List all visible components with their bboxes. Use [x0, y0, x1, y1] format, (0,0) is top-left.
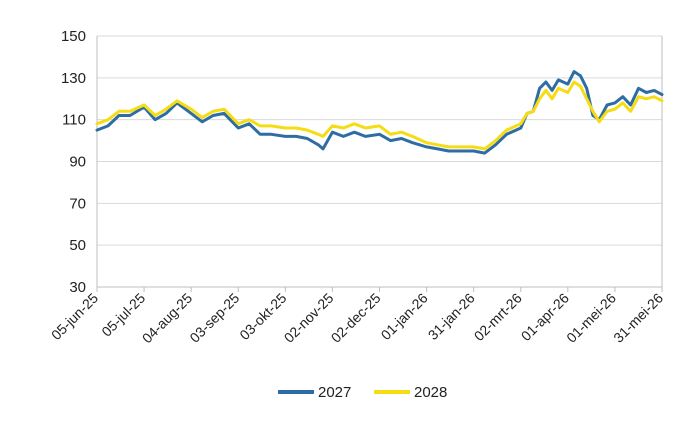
y-tick-labels: 30 50 70 90 110 130 150: [61, 28, 86, 296]
x-tick-label: 01-mei-26: [563, 290, 619, 346]
x-tick-label: 01-jan-26: [378, 290, 431, 343]
grid-lines: [97, 35, 662, 246]
y-tick-label: 50: [69, 237, 86, 254]
x-tick-label: 31-mei-26: [610, 290, 666, 346]
y-tick-label: 110: [62, 112, 86, 129]
series-lines: [95, 70, 664, 155]
y-tick-label: 70: [69, 195, 86, 212]
axes: [96, 36, 663, 292]
x-tick-label: 04-aug-25: [139, 290, 196, 347]
y-tick-label: 130: [61, 70, 86, 87]
x-tick-label: 05-jun-25: [48, 290, 101, 343]
y-tick-label: 150: [61, 28, 86, 45]
legend-label-2028: 2028: [414, 384, 447, 401]
y-tick-label: 30: [69, 279, 86, 296]
x-tick-labels: 05-jun-2505-jul-2504-aug-2503-sep-2503-o…: [48, 290, 666, 347]
x-tick-label: 02-dec-25: [328, 290, 384, 346]
series-line-2028: [95, 80, 664, 151]
x-tick-label: 02-mrt-26: [471, 290, 525, 344]
y-tick-label: 90: [69, 154, 86, 171]
x-tick-label: 03-sep-25: [186, 290, 242, 346]
x-tick-label: 02-nov-25: [281, 290, 337, 346]
legend-label-2027: 2027: [318, 384, 351, 401]
legend: 2027 2028: [278, 384, 447, 401]
x-tick-label: 31-jan-26: [425, 290, 478, 343]
